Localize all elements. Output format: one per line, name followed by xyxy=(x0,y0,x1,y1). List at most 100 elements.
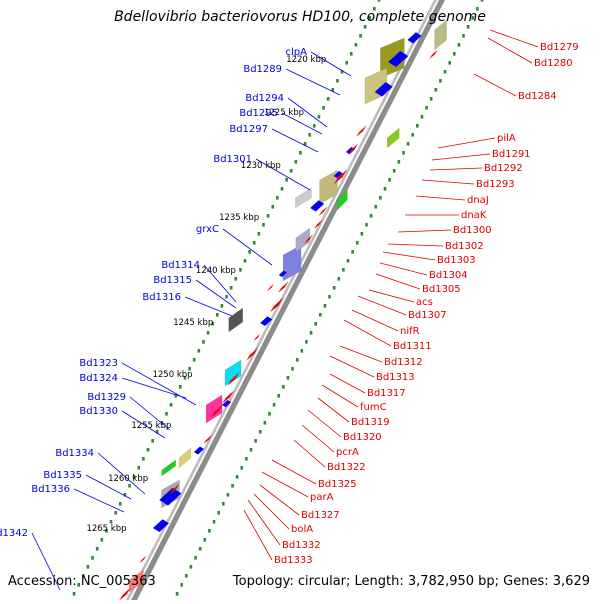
reverse-gene-label: Bd1304 xyxy=(429,270,468,281)
reverse-dot-track xyxy=(194,556,197,560)
reverse-dot-track xyxy=(189,565,193,569)
forward-dot-track xyxy=(243,259,247,263)
reverse-gene-label: Bd1284 xyxy=(518,91,557,102)
reverse-dot-track xyxy=(212,520,216,524)
reverse-dot-track xyxy=(374,205,378,209)
forward-label-leader xyxy=(195,279,237,309)
reverse-dot-track xyxy=(346,259,350,263)
reverse-gene-labels: Bd1279 Bd1280 Bd1284 pilA Bd1291 Bd1292 Bd1293… xyxy=(243,29,579,566)
map-title: Bdellovibrio bacteriovorus HD100, comple… xyxy=(114,9,486,25)
reverse-label-leader xyxy=(301,424,335,453)
reverse-gene-label: parA xyxy=(310,492,334,503)
reverse-dot-track xyxy=(457,43,461,47)
reverse-gene-label: bolA xyxy=(291,524,313,535)
forward-label-leader xyxy=(97,452,146,495)
forward-gene-arrow xyxy=(278,270,287,277)
reverse-label-leader xyxy=(271,459,317,485)
forward-dot-track xyxy=(248,250,251,254)
reverse-dot-track xyxy=(397,160,401,164)
reverse-dot-track xyxy=(416,124,419,128)
reverse-label-leader xyxy=(293,439,326,468)
reverse-gene-label: Bd1325 xyxy=(318,479,357,490)
forward-gene-arrow xyxy=(388,51,409,67)
reverse-gene-label: dnaK xyxy=(461,210,487,221)
forward-dot-track xyxy=(303,142,307,146)
reverse-dot-track xyxy=(471,16,475,20)
reverse-gene-label: Bd1320 xyxy=(343,432,382,443)
reverse-gene-arrow xyxy=(429,49,438,59)
reverse-dot-track xyxy=(383,187,387,191)
forward-dot-track xyxy=(183,376,187,380)
forward-dot-track xyxy=(174,394,178,398)
gene-features xyxy=(119,32,438,601)
reverse-gene-label: Bd1333 xyxy=(274,555,313,566)
reverse-label-leader xyxy=(321,384,359,408)
olive-feature-block xyxy=(434,19,447,51)
forward-gene-label: Bd1289 xyxy=(243,64,282,75)
forward-dot-track xyxy=(165,412,168,416)
forward-dot-track xyxy=(188,367,191,371)
reverse-gene-arrow xyxy=(267,283,274,292)
forward-gene-arrow xyxy=(310,200,325,212)
feature-blocks xyxy=(129,19,447,593)
reverse-label-leader xyxy=(329,355,375,378)
forward-gene-label: Bd1294 xyxy=(245,93,284,104)
reverse-label-leader xyxy=(247,499,281,546)
reverse-dot-track xyxy=(180,583,183,587)
forward-label-leader xyxy=(121,362,197,406)
forward-dot-track xyxy=(368,16,372,20)
reverse-dot-track xyxy=(203,538,207,542)
reverse-label-leader xyxy=(379,262,428,276)
forward-gene-label: Bd1336 xyxy=(31,484,70,495)
forward-gene-label: Bd1334 xyxy=(55,448,94,459)
forward-dot-track xyxy=(313,124,316,128)
reverse-gene-label: pilA xyxy=(497,133,516,144)
reverse-label-leader xyxy=(431,153,491,161)
reverse-gene-label: Bd1332 xyxy=(282,540,321,551)
forward-dot-track xyxy=(308,133,311,137)
tick-dot-tracks xyxy=(72,0,484,596)
forward-label-leader xyxy=(281,112,323,135)
forward-dot-track xyxy=(123,493,127,497)
forward-dot-track xyxy=(257,232,261,236)
forward-dot-track xyxy=(132,475,136,479)
reverse-dot-track xyxy=(295,358,299,362)
forward-gene-label: clpA xyxy=(286,47,308,58)
reverse-gene-arrow xyxy=(333,169,348,185)
kbp-tick-label: 1240 kbp xyxy=(196,266,236,276)
reverse-gene-label: Bd1319 xyxy=(351,417,390,428)
forward-dot-track xyxy=(179,385,182,389)
reverse-dot-track xyxy=(231,484,234,488)
forward-gene-arrow xyxy=(193,446,204,455)
forward-gene-label: Bd1329 xyxy=(87,392,126,403)
forward-dot-track xyxy=(86,565,90,569)
genome-summary-text: Topology: circular; Length: 3,782,950 bp… xyxy=(232,574,590,589)
reverse-dot-track xyxy=(175,592,179,596)
reverse-gene-label: fumC xyxy=(360,402,387,413)
reverse-label-leader xyxy=(429,167,483,171)
reverse-label-leader xyxy=(375,273,421,290)
forward-gene-arrow xyxy=(407,32,422,44)
reverse-gene-arrow xyxy=(139,555,147,564)
forward-dot-track xyxy=(72,592,76,596)
forward-label-leader xyxy=(222,228,273,266)
forward-gene-label: Bd1301 xyxy=(213,154,252,165)
kbp-tick-label: 1225 kbp xyxy=(264,108,304,118)
green-feature-block xyxy=(386,127,400,149)
reverse-dot-track xyxy=(342,268,345,272)
forward-dot-track xyxy=(169,403,173,407)
grey-feature-block xyxy=(228,307,244,333)
reverse-dot-track xyxy=(277,394,281,398)
forward-dot-track xyxy=(109,520,113,524)
reverse-label-leader xyxy=(259,484,300,516)
forward-dot-track xyxy=(151,439,154,443)
reverse-gene-label: pcrA xyxy=(336,447,359,458)
kbp-tick-label: 1245 kbp xyxy=(173,318,213,328)
backbone-strip xyxy=(131,0,445,600)
forward-dot-track xyxy=(317,115,321,119)
forward-dot-track xyxy=(77,583,80,587)
forward-label-leader xyxy=(184,296,233,317)
reverse-gene-label: acs xyxy=(416,297,433,308)
forward-label-leader xyxy=(310,51,352,77)
